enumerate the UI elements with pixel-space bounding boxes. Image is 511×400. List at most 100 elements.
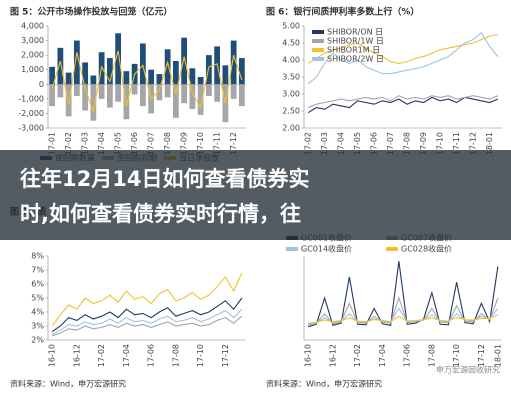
x-tick-label: 17-02 (304, 132, 313, 155)
line (307, 261, 499, 328)
bar (115, 33, 122, 85)
x-tick-label: 16-10 (48, 344, 57, 367)
bar (189, 68, 196, 85)
x-tick-label: 17-04 (97, 132, 106, 155)
y-tick-label: 0 (39, 80, 44, 89)
y-tick-label: 2% (31, 336, 44, 345)
y-tick-label: 4.50 (282, 39, 300, 48)
bar (230, 84, 237, 99)
bar (115, 84, 122, 102)
bar (189, 84, 196, 110)
x-tick-label: 17-01 (48, 132, 57, 155)
bar (164, 49, 171, 85)
x-tick-label: 17-08 (171, 344, 180, 367)
bar (197, 84, 204, 115)
bar (90, 84, 97, 121)
legend-label: SHIBOR1M 日 (327, 46, 380, 55)
bar (205, 84, 212, 96)
x-tick-label: 16-12 (72, 344, 81, 367)
bar (156, 74, 163, 85)
bar (106, 84, 113, 108)
bar (181, 84, 188, 104)
bar (238, 84, 245, 107)
x-tick-label: 17-02 (64, 132, 73, 155)
x-tick-label: 17-10 (196, 132, 205, 155)
x-tick-label: 17-10 (452, 344, 461, 367)
y-tick-label: 8% (31, 252, 44, 261)
x-tick-label: 17-12 (469, 132, 478, 155)
line (51, 308, 243, 335)
legend-swatch (312, 57, 324, 61)
legend-swatch (312, 30, 324, 34)
x-tick-label: 17-04 (378, 344, 387, 367)
x-tick-label: 17-06 (403, 344, 412, 367)
legend-swatch (386, 247, 398, 251)
line (307, 296, 499, 326)
legend-label: GC028收盘价 (401, 244, 452, 254)
bar (181, 37, 188, 85)
x-tick-label: 17-11 (213, 132, 222, 155)
bar (222, 65, 229, 85)
y-tick-label: 3% (31, 322, 44, 331)
y-tick-label: 5.00 (282, 22, 300, 31)
y-tick-label: -1,000 (18, 94, 44, 103)
legend-label: SHIBOR/ON 日 (327, 28, 383, 37)
line (308, 314, 499, 324)
y-tick-label: 1,000 (21, 65, 44, 74)
x-tick-label: 17-12 (477, 344, 486, 367)
bar (172, 60, 179, 85)
banner-band (0, 150, 511, 240)
line (51, 272, 243, 327)
bar (82, 62, 89, 85)
bar (139, 84, 146, 107)
x-tick-label: 17-07 (386, 132, 395, 155)
line (307, 33, 498, 64)
bar (238, 58, 245, 85)
y-tick-label: 7% (31, 266, 44, 275)
line (51, 297, 243, 333)
legend-swatch (312, 39, 324, 43)
bar (148, 69, 155, 85)
x-tick-label: 17-08 (427, 344, 436, 367)
y-tick-label: 4,000 (21, 22, 44, 31)
bar (73, 40, 80, 85)
banner-line: 往年12月14日如何查看债券实 (20, 167, 309, 191)
x-tick-label: 17-06 (147, 344, 156, 367)
x-tick-label: 16-12 (328, 344, 337, 367)
bar (172, 84, 179, 118)
y-tick-label: -3,000 (18, 124, 44, 133)
y-tick-label: 2.00 (282, 124, 300, 133)
line (307, 95, 499, 109)
bar (123, 71, 130, 85)
bar (57, 84, 64, 98)
x-tick-label: 17-02 (353, 344, 362, 367)
bar (90, 75, 97, 85)
bar (131, 84, 138, 95)
bar (98, 84, 105, 99)
bar (123, 84, 130, 120)
source: 资料来源：Wind，申万宏源研究 (10, 379, 126, 389)
x-tick-label: 17-10 (196, 344, 205, 367)
x-tick-label: 17-10 (436, 132, 445, 155)
x-tick-label: 17-06 (370, 132, 379, 155)
y-tick-label: 2.50 (282, 107, 300, 116)
y-tick-label: 5% (31, 294, 44, 303)
bar (49, 84, 56, 107)
line (307, 31, 499, 85)
bar (57, 47, 64, 85)
y-tick-label: 6% (31, 280, 44, 289)
x-tick-label: 17-09 (180, 132, 189, 155)
line (51, 50, 243, 115)
legend-label: SHIBOR/2W 日 (327, 55, 384, 64)
x-tick-label: 17-09 (419, 132, 428, 155)
x-tick-label: 17-12 (221, 344, 230, 367)
y-tick-label: 3,000 (21, 36, 44, 45)
bar (164, 84, 171, 98)
watermark: 申万宏源固收研究 (436, 365, 500, 375)
bar (230, 40, 237, 85)
x-tick-label: 17-11 (452, 132, 461, 155)
bar (205, 55, 212, 85)
x-tick-label: 17-08 (403, 132, 412, 155)
bar (197, 77, 204, 85)
